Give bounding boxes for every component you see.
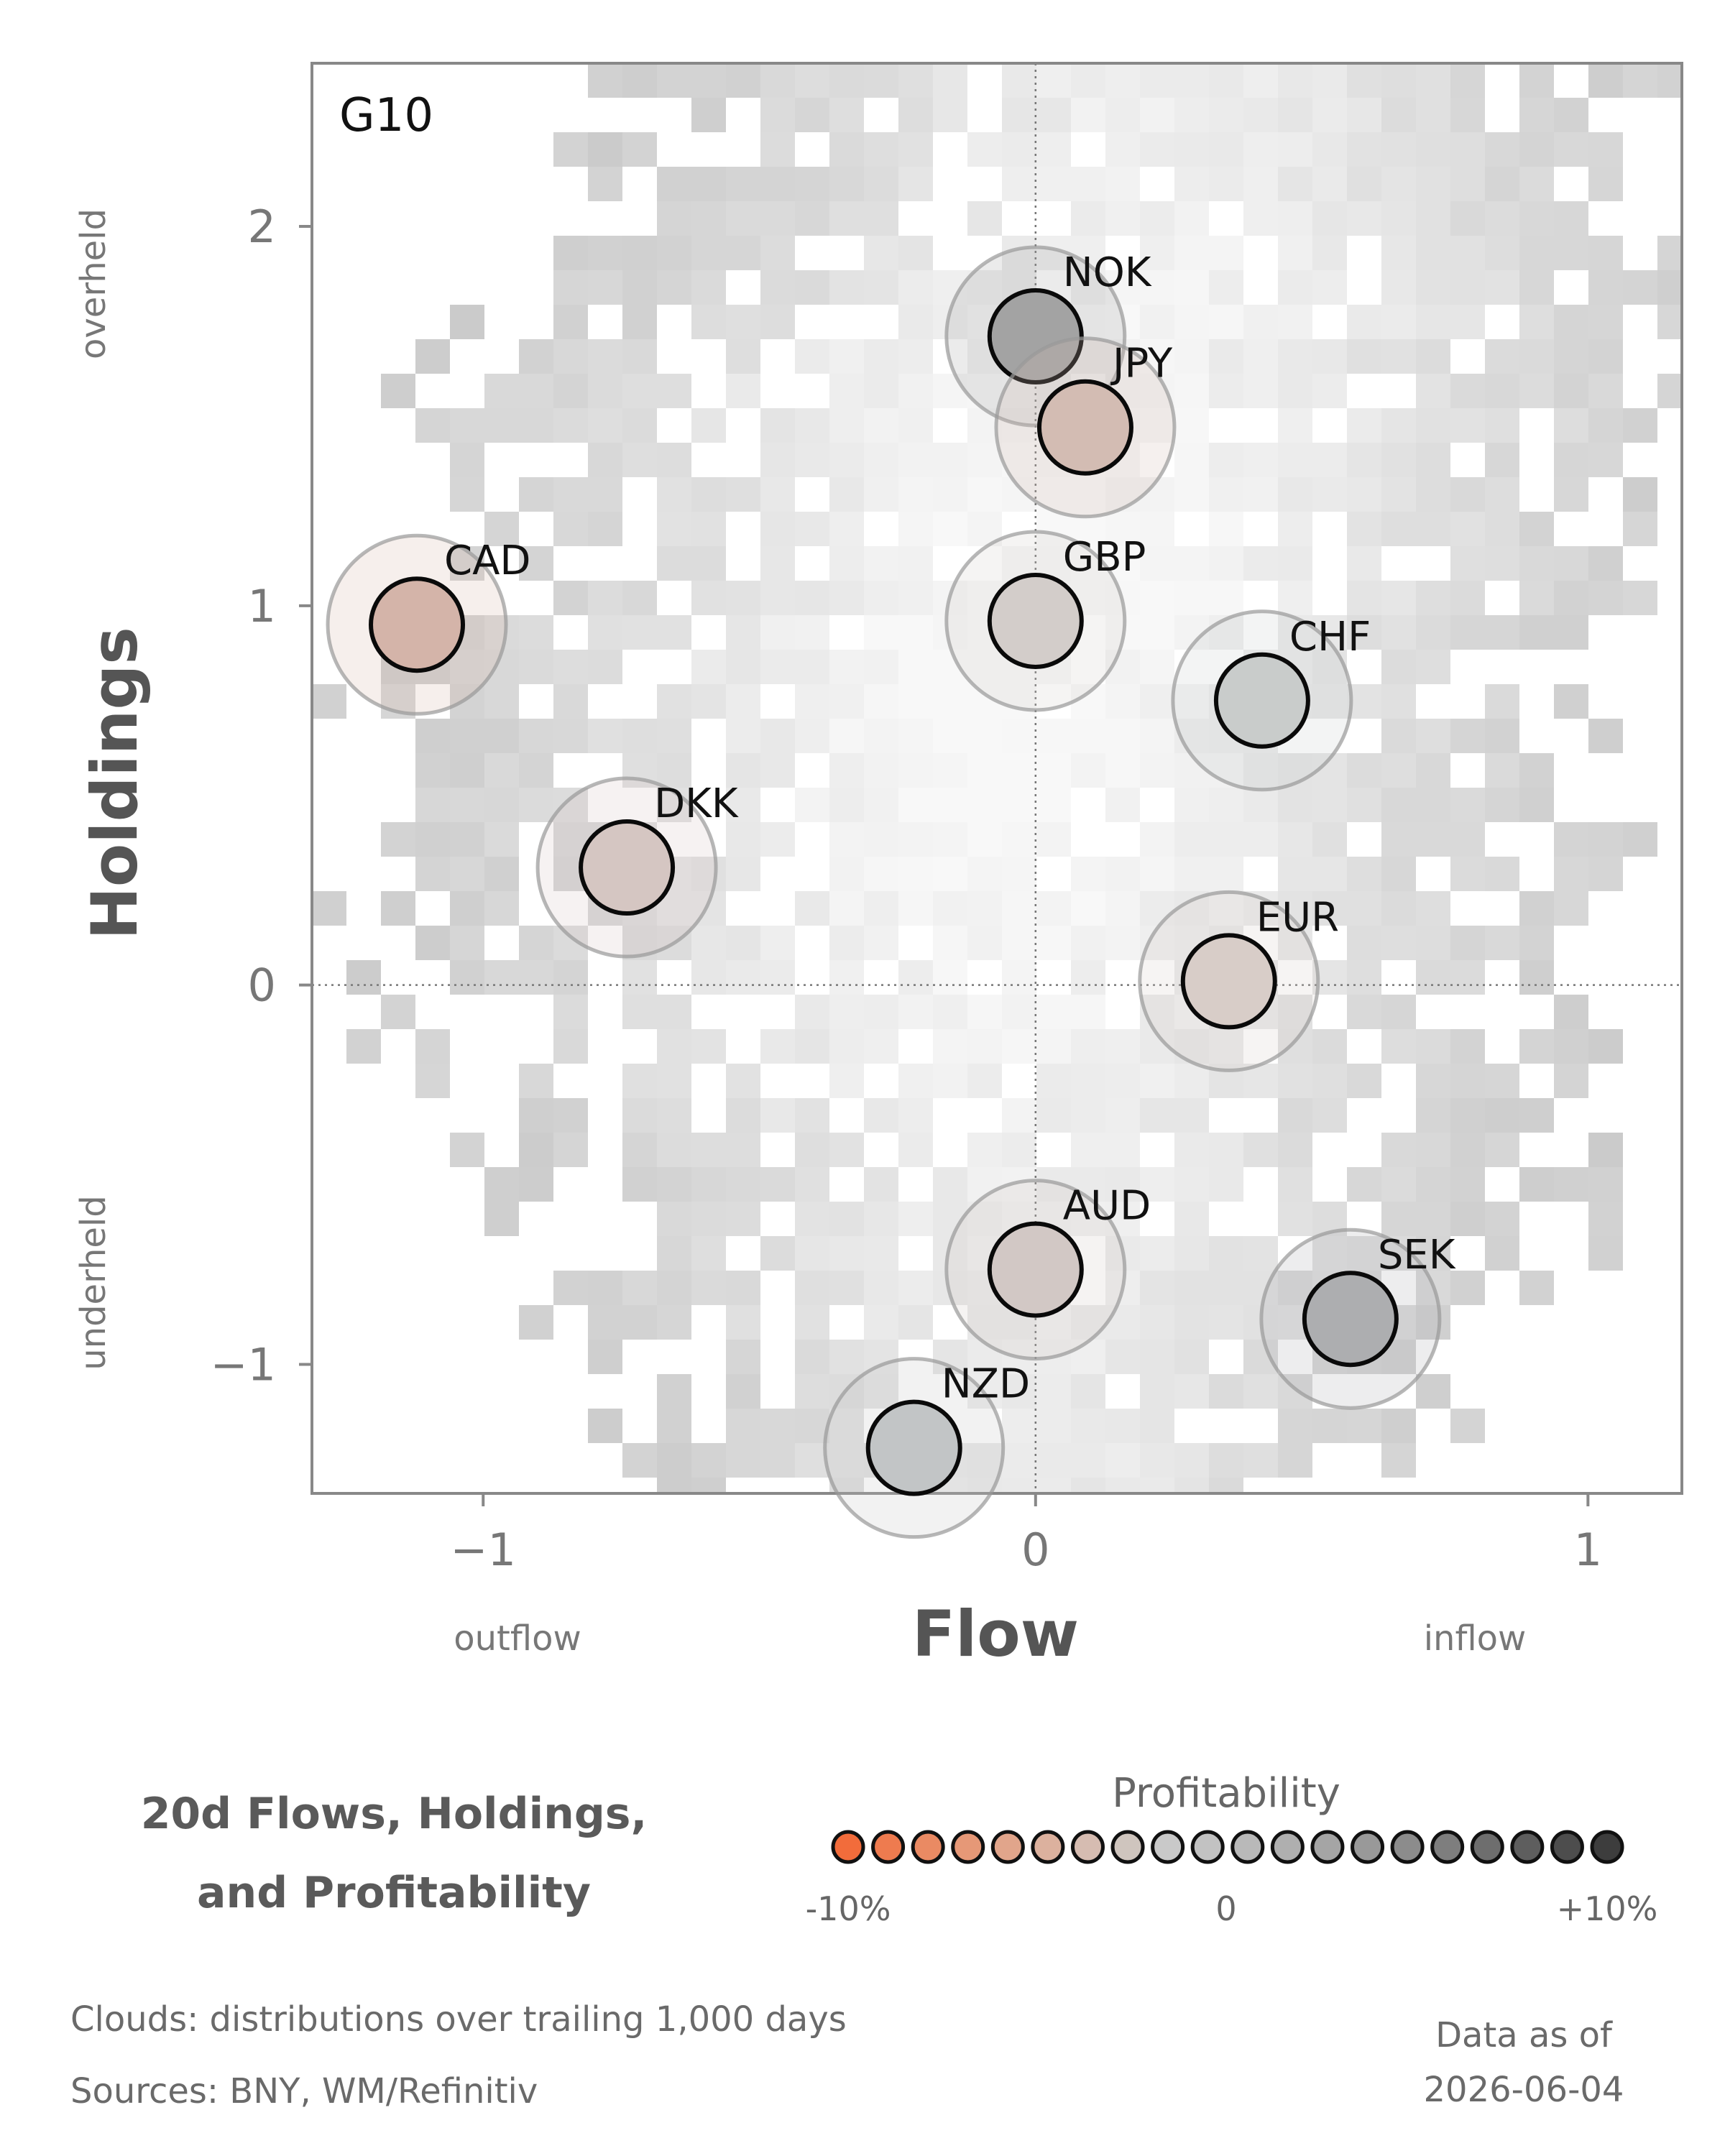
x-tick-label: 0 [1021,1524,1049,1576]
point-marker [1036,379,1133,476]
point-label: SEK [1378,1232,1456,1279]
point-label: NOK [1063,249,1152,296]
legend-swatch [1151,1830,1185,1864]
point-marker [865,1399,962,1496]
legend-swatch [1230,1830,1265,1864]
point-marker [987,572,1084,669]
point-eur: EUR [1138,890,1339,1072]
legend-swatch [1070,1830,1105,1864]
point-nzd: NZD [823,1357,1030,1539]
point-label: EUR [1256,894,1339,941]
legend-title: Profitability [1112,1770,1340,1817]
y-tick-label: 0 [248,959,276,1012]
legend-swatch [1390,1830,1425,1864]
legend-swatch [1430,1830,1465,1864]
point-marker [579,819,676,916]
point-label: JPY [1110,341,1173,387]
legend-swatch [1031,1830,1065,1864]
currency-points: NOK JPY CAD GBP CHF DKK EUR AUD SEK NZD [326,245,1456,1539]
y-axis-title: Holdings [78,627,152,939]
point-marker [1180,933,1277,1030]
legend-swatch [1110,1830,1145,1864]
legend-swatch [1190,1830,1225,1864]
caption-title-line1: 20d Flows, Holdings, [141,1789,648,1839]
legend-swatch [1310,1830,1345,1864]
data-as-of-date: 2026-06-04 [1424,2070,1624,2110]
legend-swatch [911,1830,945,1864]
x-tick-label: 1 [1574,1524,1602,1576]
sources-note: Sources: BNY, WM/Refinitiv [70,2071,538,2111]
point-chf: CHF [1171,609,1371,792]
y-tick-label: 1 [248,580,276,632]
y-high-note: overheld [73,208,114,359]
point-marker [1302,1271,1399,1368]
legend-swatch [1590,1830,1624,1864]
x-axis-title: Flow [912,1597,1079,1671]
point-marker [369,576,466,673]
point-label: CHF [1289,614,1371,660]
point-aud: AUD [944,1179,1151,1361]
legend-max-label: +10% [1557,1889,1658,1928]
panel-label: G10 [339,89,433,142]
point-jpy: JPY [994,336,1177,519]
y-axis-ticks: −1 0 1 2 [211,201,312,1391]
y-tick-label: 2 [248,201,276,253]
point-marker [987,1221,1084,1318]
plot-frame [310,62,1683,1495]
point-sek: SEK [1259,1227,1456,1410]
point-label: DKK [654,780,739,827]
legend-swatch [831,1830,865,1864]
legend-swatch [951,1830,985,1864]
legend-swatch [1470,1830,1504,1864]
clouds-note: Clouds: distributions over trailing 1,00… [70,1999,847,2040]
legend-mid-label: 0 [1215,1889,1236,1928]
point-gbp: GBP [944,530,1146,712]
legend-swatch [1510,1830,1545,1864]
point-label: CAD [444,538,531,584]
x-axis-ticks: −1 0 1 [451,1493,1602,1576]
legend-swatch [871,1830,906,1864]
y-tick-label: −1 [211,1339,276,1391]
x-tick-label: −1 [451,1524,516,1576]
point-label: NZD [942,1361,1030,1408]
point-dkk: DKK [535,776,739,959]
point-cad: CAD [326,533,531,716]
y-low-note: underheld [73,1195,114,1370]
legend-swatch [1550,1830,1584,1864]
legend-min-label: -10% [806,1889,891,1928]
profitability-legend [831,1830,1624,1864]
data-as-of-label: Data as of [1435,2015,1613,2055]
legend-swatch [1270,1830,1305,1864]
point-label: AUD [1063,1183,1151,1230]
legend-swatch [990,1830,1025,1864]
x-low-note: outflow [454,1618,581,1659]
distribution-clouds [312,63,1682,1493]
legend-swatch [1351,1830,1385,1864]
point-marker [987,288,1084,385]
point-label: GBP [1063,534,1146,581]
point-marker [1213,652,1310,749]
caption-title-line2: and Profitability [197,1868,591,1918]
x-high-note: inflow [1424,1618,1527,1659]
